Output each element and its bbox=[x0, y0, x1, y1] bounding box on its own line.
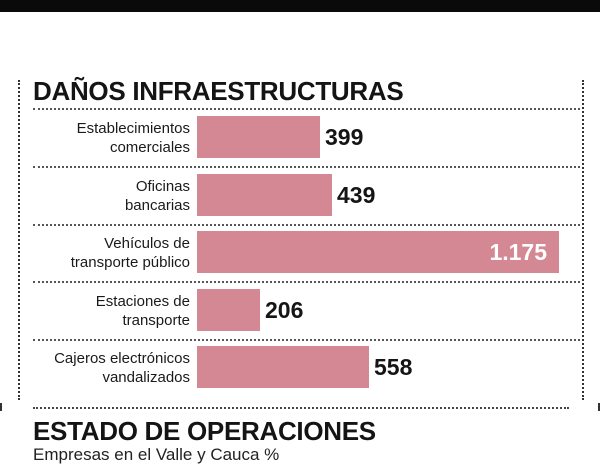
data-label: 1.175 bbox=[489, 239, 547, 265]
gridline bbox=[33, 339, 580, 341]
next-section-subtitle: Empresas en el Valle y Cauca % bbox=[33, 445, 280, 464]
section-divider bbox=[33, 407, 569, 409]
gridline bbox=[33, 108, 580, 110]
left-edge-tick bbox=[0, 403, 2, 411]
gridline bbox=[33, 281, 580, 283]
category-label: Cajeros electrónicos vandalizados bbox=[54, 350, 190, 386]
data-label: 439 bbox=[337, 182, 376, 208]
bar bbox=[197, 116, 320, 158]
data-label: 399 bbox=[325, 124, 364, 150]
top-black-band bbox=[0, 0, 600, 12]
right-dotted-border bbox=[582, 80, 584, 400]
category-label: Oficinas bancarias bbox=[124, 178, 190, 214]
bar bbox=[197, 174, 332, 216]
category-label: Establecimientos comerciales bbox=[76, 120, 190, 156]
bar bbox=[197, 231, 559, 273]
gridline bbox=[33, 224, 580, 226]
data-label: 558 bbox=[374, 354, 413, 380]
data-label: 206 bbox=[265, 297, 304, 323]
category-label: Estaciones de transporte bbox=[95, 293, 190, 329]
gridline bbox=[33, 166, 580, 168]
chart-title: DAÑOS INFRAESTRUCTURAS bbox=[33, 76, 404, 106]
bar bbox=[197, 346, 369, 388]
bar bbox=[197, 289, 260, 331]
next-section-title: ESTADO DE OPERACIONES bbox=[33, 416, 376, 446]
left-dotted-border bbox=[18, 80, 20, 400]
category-label: Vehículos de transporte público bbox=[70, 235, 190, 271]
right-edge-tick bbox=[598, 403, 600, 411]
